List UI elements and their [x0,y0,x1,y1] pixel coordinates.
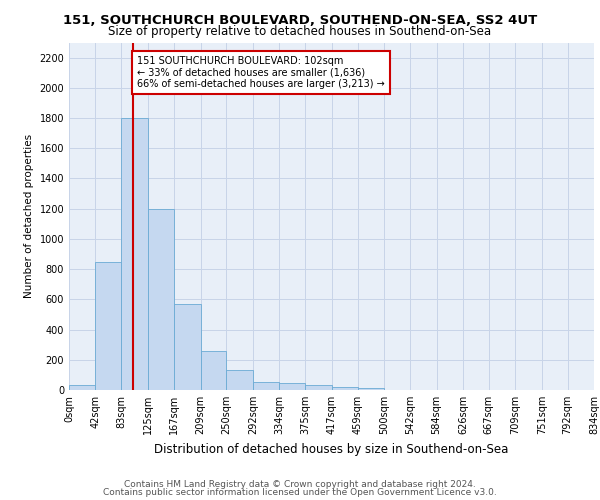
Bar [148,208,174,390]
Bar [174,304,200,390]
Text: 151, SOUTHCHURCH BOULEVARD, SOUTHEND-ON-SEA, SS2 4UT: 151, SOUTHCHURCH BOULEVARD, SOUTHEND-ON-… [63,14,537,27]
Bar [331,387,358,390]
Bar [226,370,253,390]
Text: Size of property relative to detached houses in Southend-on-Sea: Size of property relative to detached ho… [109,25,491,38]
Bar [200,350,226,390]
Text: 151 SOUTHCHURCH BOULEVARD: 102sqm
← 33% of detached houses are smaller (1,636)
6: 151 SOUTHCHURCH BOULEVARD: 102sqm ← 33% … [137,56,385,90]
Bar [253,382,279,390]
Text: Contains public sector information licensed under the Open Government Licence v3: Contains public sector information licen… [103,488,497,497]
Y-axis label: Number of detached properties: Number of detached properties [24,134,34,298]
Bar [69,386,95,390]
Bar [358,388,384,390]
Bar [305,386,331,390]
Bar [121,118,148,390]
Bar [95,262,121,390]
Bar [279,383,305,390]
X-axis label: Distribution of detached houses by size in Southend-on-Sea: Distribution of detached houses by size … [154,442,509,456]
Text: Contains HM Land Registry data © Crown copyright and database right 2024.: Contains HM Land Registry data © Crown c… [124,480,476,489]
